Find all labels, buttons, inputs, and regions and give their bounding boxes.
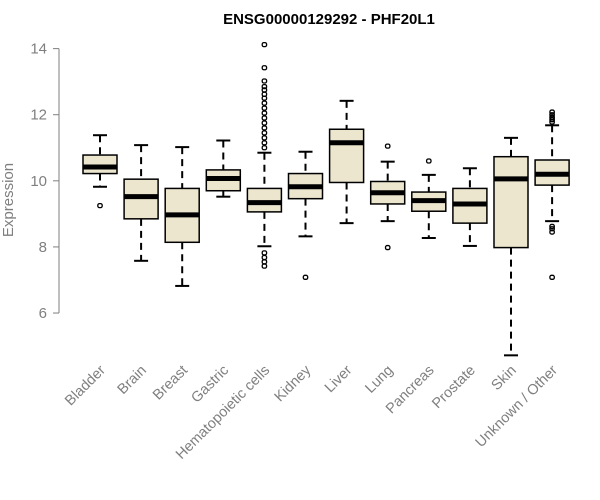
box-unknown-other: [534, 109, 570, 280]
box-breast: [164, 146, 200, 287]
outlier-point: [261, 83, 268, 90]
box-pancreas: [411, 158, 447, 240]
outlier-point: [261, 263, 268, 269]
chart-title: ENSG00000129292 - PHF20L1: [223, 11, 435, 28]
outlier-point: [549, 223, 555, 230]
outlier-point: [261, 125, 268, 131]
outlier-point: [261, 105, 268, 111]
y-axis-label: Expression: [0, 163, 17, 237]
y-tick-label: 6: [39, 305, 47, 322]
outlier-point: [261, 250, 268, 256]
outlier-point: [261, 78, 268, 84]
box-kidney: [287, 150, 324, 280]
x-tick-label: Prostate: [429, 363, 478, 412]
outlier-point: [549, 114, 555, 121]
outlier-point: [261, 115, 268, 121]
outlier-point: [261, 130, 268, 136]
x-tick-label: Breast: [150, 363, 191, 404]
outlier-point: [261, 145, 268, 151]
outlier-point: [549, 274, 555, 280]
y-tick-label: 10: [30, 173, 47, 190]
outlier-point: [302, 274, 309, 280]
x-tick-label: Liver: [322, 362, 356, 396]
outlier-point: [261, 41, 268, 48]
box-prostate: [452, 167, 488, 247]
outlier-point: [261, 100, 268, 106]
box-skin: [493, 136, 529, 357]
plot-area: [82, 41, 570, 357]
outlier-point: [261, 259, 268, 265]
y-tick-label: 12: [30, 107, 47, 124]
x-tick-label: Lung: [362, 363, 396, 397]
box-lung: [369, 143, 406, 251]
outlier-point: [261, 110, 268, 116]
outlier-point: [384, 244, 391, 251]
box-gastric: [205, 139, 242, 198]
box-brain: [123, 144, 159, 262]
outlier-point: [549, 117, 555, 123]
outlier-point: [384, 143, 391, 149]
box-bladder: [82, 134, 118, 209]
outlier-point: [261, 140, 268, 146]
outlier-point: [261, 254, 268, 261]
outlier-point: [425, 158, 432, 164]
y-axis: 6 8 10 12 14: [30, 41, 60, 322]
outlier-point: [261, 91, 268, 97]
outlier-point: [549, 226, 555, 232]
box-iqr: [82, 154, 118, 175]
box-hematopoietic-cells: [246, 41, 283, 269]
outlier-point: [261, 135, 268, 141]
x-tick-label: Skin: [489, 363, 520, 394]
outlier-point: [549, 109, 555, 115]
box-iqr: [328, 128, 365, 184]
x-tick-label: Kidney: [272, 362, 315, 405]
box-liver: [328, 99, 365, 225]
y-tick-label: 8: [39, 239, 47, 256]
y-tick-label: 14: [30, 41, 47, 58]
x-tick-label: Bladder: [62, 362, 109, 409]
x-tick-label: Brain: [115, 363, 150, 398]
outlier-point: [97, 202, 103, 209]
outlier-point: [549, 229, 555, 235]
outlier-point: [261, 120, 268, 126]
box-iqr: [493, 155, 529, 249]
outlier-point: [261, 65, 268, 71]
outlier-point: [549, 112, 555, 118]
outlier-point: [261, 87, 268, 93]
